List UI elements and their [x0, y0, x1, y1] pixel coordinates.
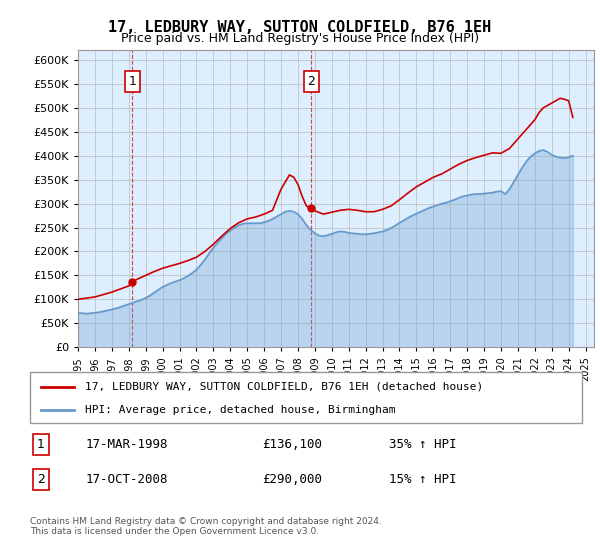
Text: 35% ↑ HPI: 35% ↑ HPI — [389, 438, 457, 451]
Text: HPI: Average price, detached house, Birmingham: HPI: Average price, detached house, Birm… — [85, 405, 396, 415]
Text: Price paid vs. HM Land Registry's House Price Index (HPI): Price paid vs. HM Land Registry's House … — [121, 32, 479, 45]
Text: Contains HM Land Registry data © Crown copyright and database right 2024.
This d: Contains HM Land Registry data © Crown c… — [30, 516, 382, 536]
Text: 2: 2 — [307, 75, 315, 88]
Text: 17-OCT-2008: 17-OCT-2008 — [85, 473, 168, 486]
Text: 17, LEDBURY WAY, SUTTON COLDFIELD, B76 1EH (detached house): 17, LEDBURY WAY, SUTTON COLDFIELD, B76 1… — [85, 381, 484, 391]
Text: 15% ↑ HPI: 15% ↑ HPI — [389, 473, 457, 486]
Text: 2: 2 — [37, 473, 45, 486]
Text: 17-MAR-1998: 17-MAR-1998 — [85, 438, 168, 451]
Text: 1: 1 — [37, 438, 45, 451]
Text: 1: 1 — [128, 75, 136, 88]
Text: £290,000: £290,000 — [262, 473, 322, 486]
Text: £136,100: £136,100 — [262, 438, 322, 451]
Text: 17, LEDBURY WAY, SUTTON COLDFIELD, B76 1EH: 17, LEDBURY WAY, SUTTON COLDFIELD, B76 1… — [109, 20, 491, 35]
FancyBboxPatch shape — [30, 372, 582, 423]
